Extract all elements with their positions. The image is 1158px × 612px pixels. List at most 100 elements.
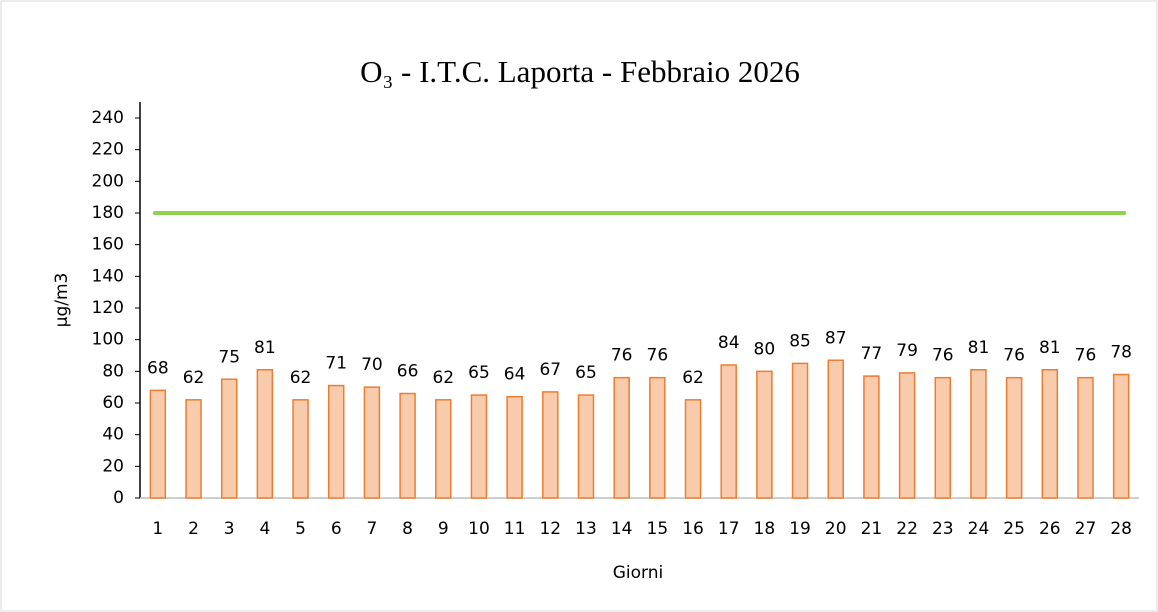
bar <box>1005 376 1023 499</box>
chart-title: O₃ - I.T.C. Laporta - Febbraio 2026 <box>360 54 800 89</box>
bar <box>1112 373 1130 499</box>
bar <box>185 399 202 499</box>
y-axis-label: µg/m3 <box>52 273 72 328</box>
x-tick-label: 17 <box>718 519 740 539</box>
y-tick-label: 80 <box>102 361 124 381</box>
data-label: 87 <box>825 328 847 348</box>
y-tick-label: 0 <box>113 488 124 508</box>
data-label: 76 <box>647 346 669 366</box>
bar <box>1041 369 1059 499</box>
data-label: 75 <box>218 347 240 367</box>
y-tick-label: 220 <box>92 140 124 160</box>
x-tick-label: 2 <box>188 519 199 539</box>
data-label: 81 <box>968 338 990 358</box>
x-tick-label: 3 <box>224 519 235 539</box>
data-label: 70 <box>361 355 383 375</box>
y-tick-label: 120 <box>92 298 124 318</box>
y-tick-label: 200 <box>92 171 124 191</box>
data-label: 68 <box>147 358 169 378</box>
bar <box>934 376 952 499</box>
x-tick-label: 13 <box>575 519 597 539</box>
data-label: 84 <box>718 333 740 353</box>
bar <box>542 391 559 499</box>
data-label: 77 <box>861 344 883 364</box>
bar <box>327 384 345 499</box>
x-tick-label: 19 <box>789 519 811 539</box>
bar <box>506 395 523 499</box>
bar <box>1077 376 1094 499</box>
x-tick-label: 14 <box>611 519 633 539</box>
x-tick-label: 12 <box>539 519 561 539</box>
x-tick-label: 15 <box>647 519 669 539</box>
bar <box>577 394 595 499</box>
x-tick-label: 1 <box>152 519 163 539</box>
x-tick-label: 7 <box>366 519 377 539</box>
x-tick-label: 22 <box>896 519 918 539</box>
data-label: 71 <box>325 354 347 374</box>
bar <box>399 392 416 499</box>
data-label: 81 <box>254 338 276 358</box>
bar <box>220 378 238 499</box>
x-tick-label: 6 <box>331 519 342 539</box>
data-label: 62 <box>432 368 454 388</box>
x-tick-label: 16 <box>682 519 704 539</box>
y-tick-label: 240 <box>92 108 124 128</box>
x-tick-label: 8 <box>402 519 413 539</box>
data-label: 65 <box>575 363 597 383</box>
bar <box>970 369 987 499</box>
data-label: 64 <box>504 365 526 385</box>
data-label: 79 <box>896 341 918 361</box>
y-tick-label: 140 <box>92 266 124 286</box>
y-tick-label: 100 <box>92 330 124 350</box>
y-tick-label: 180 <box>92 203 124 223</box>
x-tick-label: 28 <box>1110 519 1132 539</box>
bar <box>363 386 381 499</box>
bar <box>613 376 630 499</box>
x-tick-label: 10 <box>468 519 490 539</box>
bar <box>827 359 844 499</box>
x-axis-label: Giorni <box>613 563 664 583</box>
x-tick-label: 4 <box>259 519 270 539</box>
y-tick-label: 160 <box>92 235 124 255</box>
x-tick-label: 25 <box>1003 519 1025 539</box>
x-tick-label: 20 <box>825 519 847 539</box>
bar <box>649 376 666 499</box>
x-tick-label: 23 <box>932 519 954 539</box>
data-label: 67 <box>539 360 561 380</box>
data-label: 66 <box>397 362 419 382</box>
bar <box>470 394 488 499</box>
data-label: 85 <box>789 331 811 351</box>
bar <box>756 370 773 499</box>
x-tick-label: 18 <box>754 519 776 539</box>
bar <box>684 399 702 499</box>
bar <box>720 364 737 499</box>
y-tick-label: 40 <box>102 425 124 445</box>
bar <box>435 399 452 499</box>
bar <box>256 369 274 499</box>
data-label: 76 <box>1003 346 1025 366</box>
bar <box>791 362 809 499</box>
y-tick-label: 20 <box>102 456 124 476</box>
data-label: 76 <box>932 346 954 366</box>
x-tick-label: 27 <box>1075 519 1097 539</box>
bar <box>292 399 309 499</box>
data-label: 81 <box>1039 338 1061 358</box>
bar <box>863 375 880 499</box>
bar <box>898 372 916 499</box>
bar <box>149 389 167 499</box>
data-label: 80 <box>754 339 776 359</box>
data-label: 62 <box>183 368 205 388</box>
y-tick-label: 60 <box>102 393 124 413</box>
x-tick-label: 21 <box>861 519 883 539</box>
data-label: 65 <box>468 363 490 383</box>
data-label: 76 <box>611 346 633 366</box>
x-tick-label: 26 <box>1039 519 1061 539</box>
x-tick-label: 24 <box>968 519 990 539</box>
x-tick-label: 5 <box>295 519 306 539</box>
x-tick-label: 9 <box>438 519 449 539</box>
data-label: 76 <box>1075 346 1097 366</box>
x-tick-label: 11 <box>504 519 526 539</box>
data-label: 62 <box>682 368 704 388</box>
